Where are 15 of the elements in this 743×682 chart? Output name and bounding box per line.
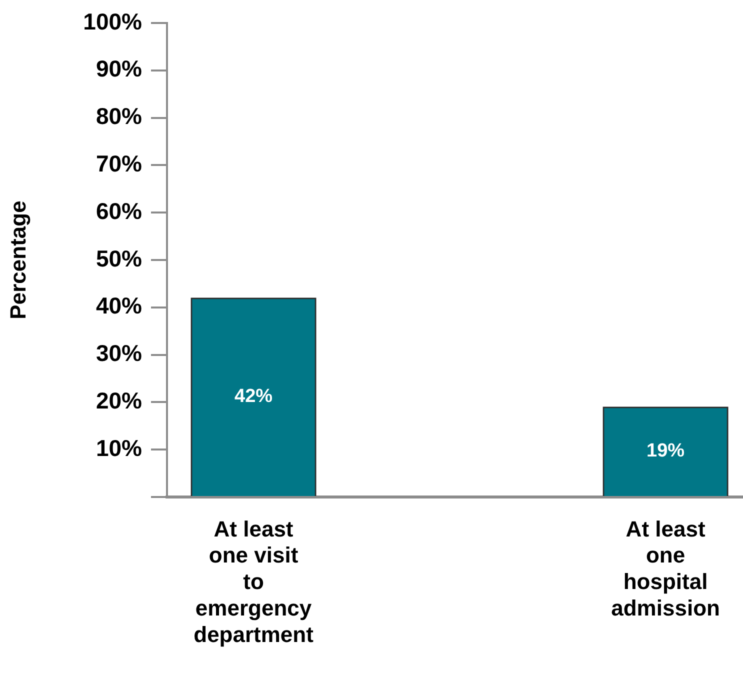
y-tick-label: 80%	[96, 103, 142, 130]
x-tick-label: At least one visit to emergency department	[194, 516, 314, 647]
y-tick-label: 30%	[96, 340, 142, 366]
y-axis-title: Percentage	[5, 200, 30, 320]
y-tick-label: 10%	[96, 434, 142, 461]
y-tick-label: 60%	[96, 198, 142, 224]
y-tick-label: 90%	[96, 56, 142, 82]
x-tick-label: At least one hospital admission	[611, 516, 720, 620]
y-tick-label: 100%	[83, 8, 142, 34]
data-label: 19%	[646, 440, 685, 462]
y-tick-label: 20%	[96, 388, 142, 414]
data-label: 42%	[234, 386, 273, 408]
y-tick-label: 70%	[96, 150, 142, 177]
y-tick-label: 40%	[96, 292, 142, 319]
y-tick-label: 50%	[96, 245, 142, 272]
